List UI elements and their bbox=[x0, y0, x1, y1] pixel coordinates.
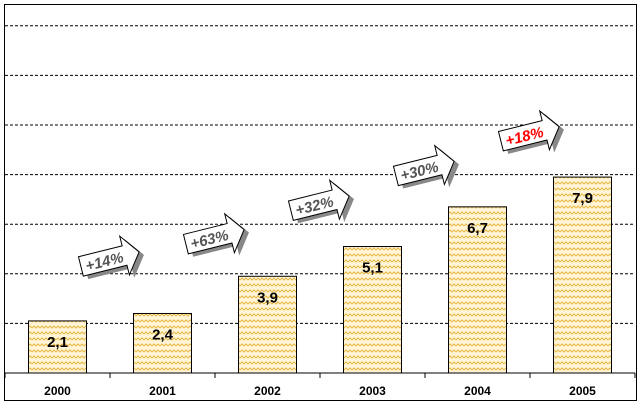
data-label: 2,4 bbox=[152, 326, 174, 343]
growth-arrow: +18% bbox=[497, 109, 564, 154]
bar-2004 bbox=[448, 206, 507, 374]
x-tick-label: 2000 bbox=[44, 384, 71, 398]
data-label: 5,1 bbox=[362, 260, 383, 277]
x-tick-label: 2005 bbox=[569, 384, 596, 398]
data-label: 7,9 bbox=[572, 190, 593, 207]
growth-arrow: +14% bbox=[77, 234, 144, 280]
growth-arrow: +32% bbox=[287, 179, 354, 224]
arrow-shape bbox=[182, 212, 245, 255]
x-tick-label: 2002 bbox=[254, 384, 281, 398]
x-tick-label: 2001 bbox=[149, 384, 176, 398]
bar-2001 bbox=[133, 312, 192, 374]
growth-arrow: +30% bbox=[392, 144, 459, 189]
growth-arrow: +63% bbox=[182, 212, 249, 257]
arrow-shape bbox=[497, 109, 560, 152]
x-tick-label: 2003 bbox=[359, 384, 386, 398]
arrow-shape bbox=[392, 144, 455, 187]
x-tick-label: 2004 bbox=[464, 384, 491, 398]
data-label: 2,1 bbox=[47, 334, 68, 351]
bar-2003 bbox=[343, 246, 402, 374]
data-label: 6,7 bbox=[467, 220, 488, 237]
data-label: 3,9 bbox=[257, 289, 278, 306]
arrow-shape bbox=[287, 179, 350, 221]
bar-2002 bbox=[238, 275, 297, 374]
chart-border bbox=[4, 4, 637, 401]
bar-2005 bbox=[553, 176, 612, 374]
arrow-shape bbox=[77, 234, 140, 277]
